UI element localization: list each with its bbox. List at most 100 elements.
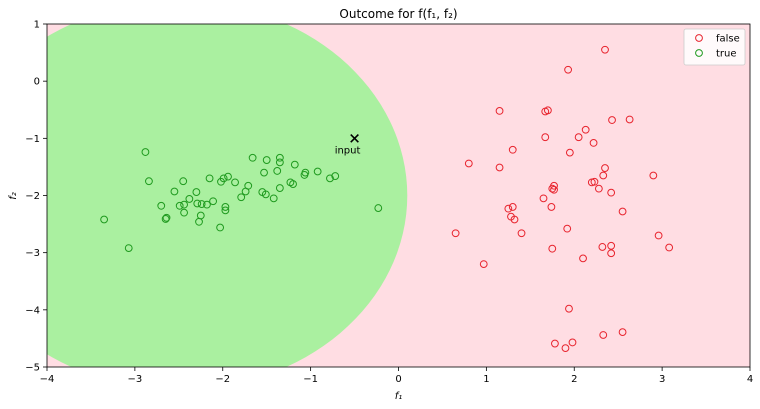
data-point-true [100, 215, 109, 224]
data-point-false [594, 184, 603, 193]
data-point-false [565, 148, 574, 157]
data-point-true [290, 160, 299, 169]
data-point-false [565, 304, 573, 313]
data-point-true [237, 193, 246, 202]
data-point-true [180, 208, 188, 217]
data-point-true [221, 206, 230, 215]
data-point-true [179, 177, 188, 186]
x-axis: −4 −3 −2 −1 0 1 2 3 4 [40, 367, 753, 385]
data-point-false [574, 133, 583, 142]
data-point-false [625, 115, 634, 124]
data-point-true [313, 167, 322, 176]
data-point-false [508, 203, 517, 211]
data-point-true [374, 204, 383, 212]
x-tick-label: 4 [747, 374, 753, 385]
data-point-false [479, 260, 488, 269]
data-point-true [162, 213, 171, 222]
data-point-true [197, 200, 206, 208]
data-point-true [241, 187, 250, 196]
data-point-false [517, 229, 526, 238]
data-point-false [607, 188, 616, 197]
data-point-true [161, 215, 170, 223]
data-point-true [248, 153, 257, 162]
data-point-true [331, 172, 340, 180]
data-point-false [551, 339, 559, 348]
y-tick-label: −3 [25, 248, 40, 259]
data-point-false [508, 145, 517, 154]
x-tick-label: 0 [395, 374, 401, 385]
data-point-false [579, 254, 587, 263]
annotations: input [335, 133, 360, 156]
true-region [47, 24, 408, 367]
data-point-false [539, 194, 548, 203]
legend: false true [683, 28, 746, 66]
data-point-true [326, 174, 334, 183]
data-point-true [180, 200, 188, 209]
data-point-true [273, 167, 282, 175]
data-point-false [550, 185, 558, 194]
points-layer [100, 45, 674, 353]
data-point-false [451, 229, 460, 238]
data-point-true [269, 194, 278, 203]
data-point-true [185, 195, 194, 203]
data-point-true [205, 174, 214, 183]
data-point-false [563, 224, 572, 233]
data-point-false [464, 159, 473, 168]
data-point-false [547, 203, 556, 211]
data-point-true [260, 168, 268, 177]
data-point-false [495, 163, 504, 172]
y-tick-label: 1 [34, 20, 40, 31]
data-point-false [601, 164, 609, 172]
data-point-true [195, 217, 203, 226]
data-point-false [510, 215, 519, 224]
data-point-false [541, 133, 550, 142]
data-point-false [561, 344, 570, 353]
data-point-false [598, 243, 607, 251]
data-point-false [607, 249, 616, 258]
y-tick-label: −2 [25, 191, 40, 202]
x-tick-label: 3 [659, 374, 665, 385]
data-point-true [275, 153, 284, 162]
data-point-true [275, 184, 284, 192]
data-point-false [564, 65, 572, 74]
y-tick-label: −1 [25, 134, 40, 145]
data-point-true [216, 223, 225, 232]
data-point-false [608, 116, 616, 124]
data-point-true [275, 158, 284, 167]
data-point-true [261, 190, 270, 199]
data-point-true [203, 200, 211, 209]
data-point-true [193, 199, 202, 208]
input-marker [350, 133, 359, 143]
data-point-true [124, 244, 133, 252]
x-axis-label: f₁ [395, 391, 403, 402]
data-point-false [618, 207, 627, 216]
x-tick-label: −4 [40, 374, 55, 385]
y-tick-label: −4 [25, 305, 40, 316]
data-point-true [141, 148, 150, 156]
data-point-true [175, 201, 184, 210]
data-point-false [590, 177, 599, 186]
x-tick-label: −2 [215, 374, 230, 385]
y-tick-label: −5 [25, 363, 40, 374]
data-point-true [157, 201, 166, 210]
y-axis-label: f₂ [8, 192, 19, 200]
data-point-true [300, 171, 309, 179]
x-tick-label: −1 [303, 374, 318, 385]
data-point-false [607, 241, 616, 250]
legend-label-true: true [716, 49, 737, 60]
y-tick-label: 0 [34, 77, 40, 88]
data-point-true [192, 188, 201, 196]
data-point-true [221, 203, 230, 211]
x-tick-label: 1 [483, 374, 489, 385]
data-point-false [568, 338, 577, 347]
data-point-true [217, 177, 225, 186]
data-point-false [618, 328, 627, 337]
data-point-false [543, 106, 552, 115]
data-point-false [504, 204, 513, 213]
legend-marker-true [695, 49, 703, 57]
data-point-false [581, 125, 590, 134]
data-point-true [209, 197, 217, 206]
x-tick-label: 2 [571, 374, 577, 385]
data-point-false [495, 106, 504, 115]
